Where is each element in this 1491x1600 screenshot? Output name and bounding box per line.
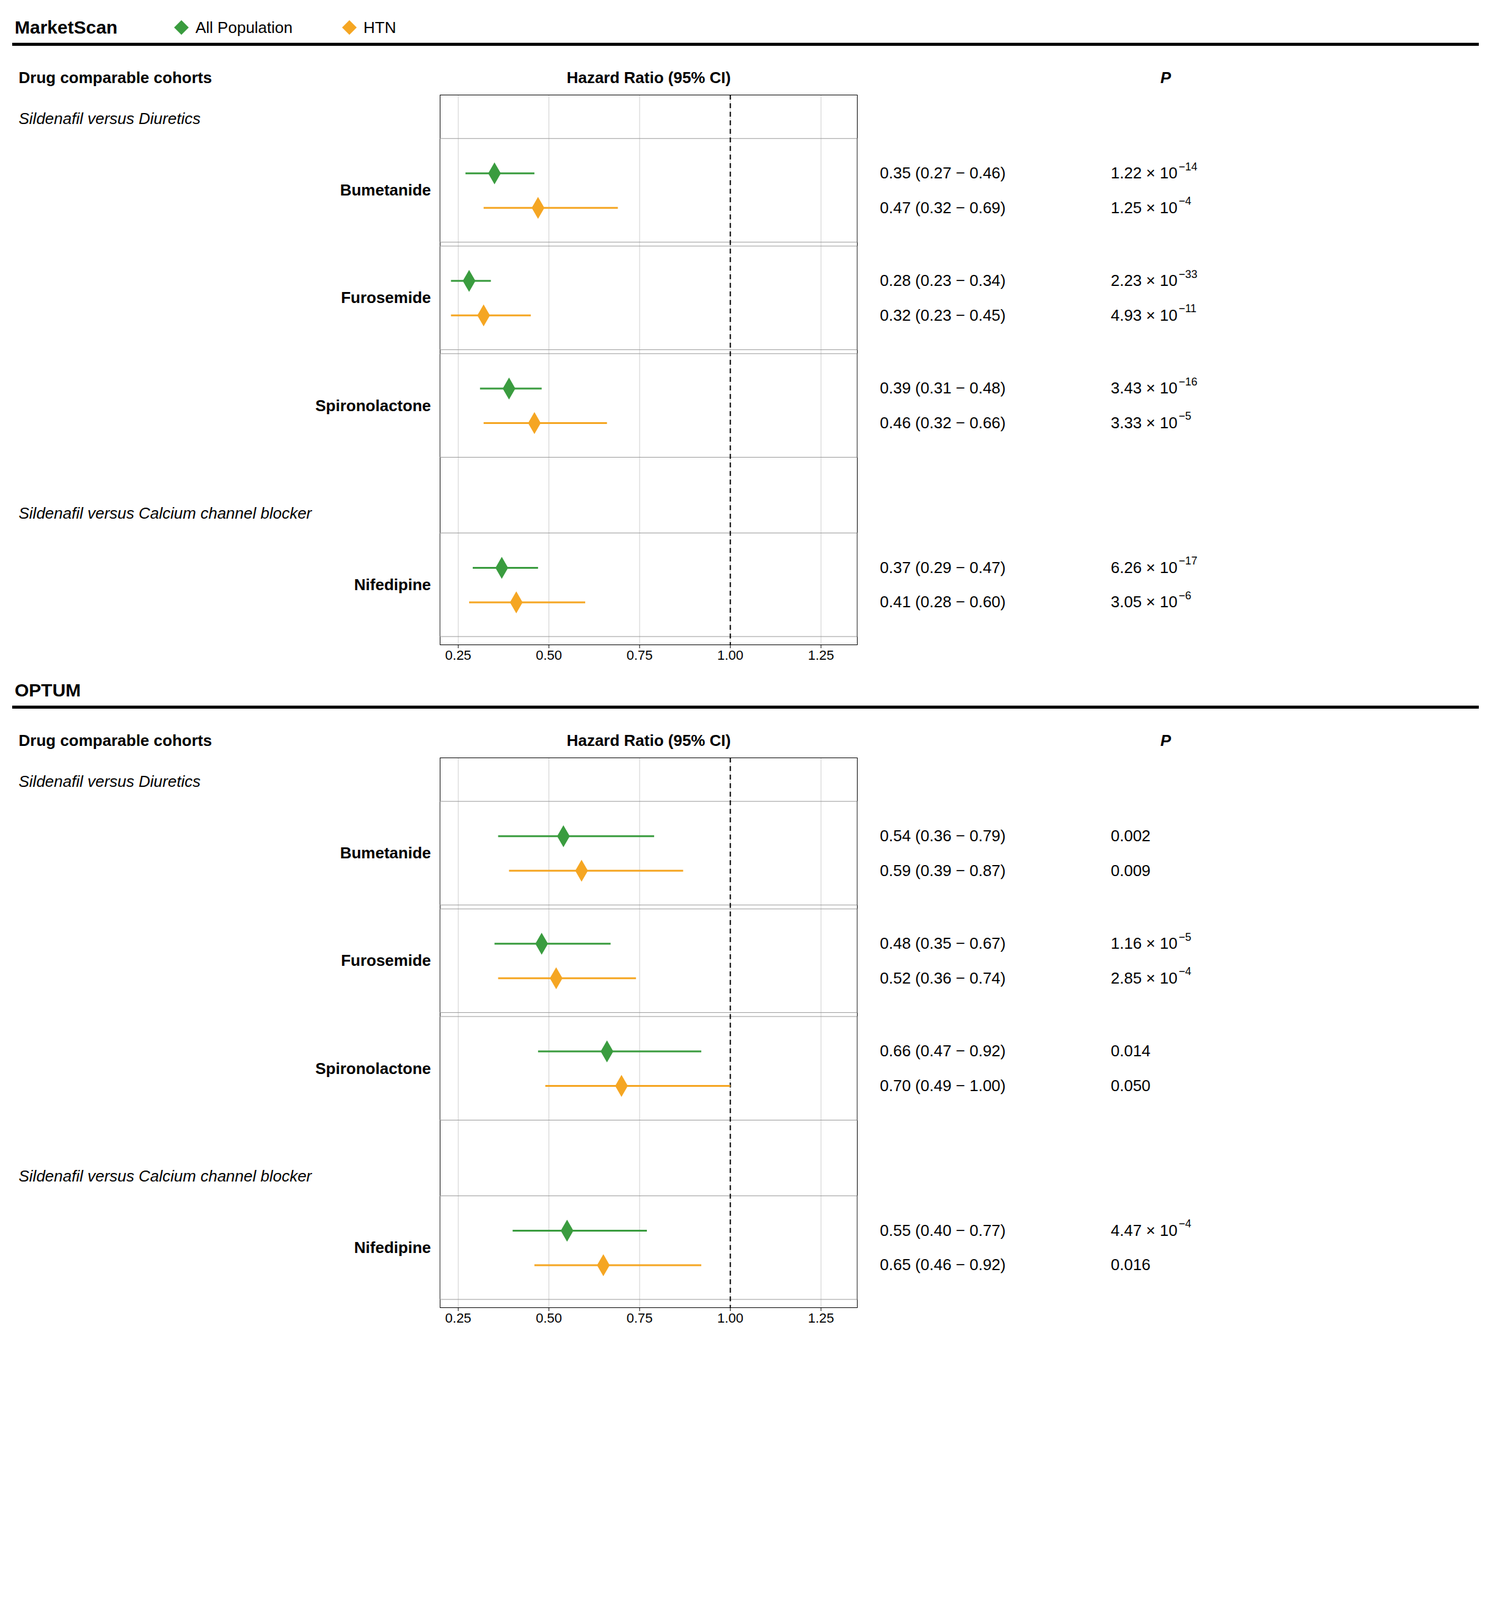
svg-text:0.002: 0.002	[1111, 826, 1151, 845]
svg-text:Hazard Ratio (95% CI): Hazard Ratio (95% CI)	[566, 68, 732, 87]
svg-text:1.16 × 10: 1.16 × 10	[1111, 933, 1178, 953]
svg-text:0.39 (0.31 − 0.48): 0.39 (0.31 − 0.48)	[880, 378, 1007, 398]
svg-text:0.46 (0.32 − 0.66): 0.46 (0.32 − 0.66)	[880, 413, 1007, 432]
svg-text:0.47 (0.32 − 0.69): 0.47 (0.32 − 0.69)	[880, 198, 1007, 217]
svg-text:0.50: 0.50	[535, 1310, 562, 1326]
svg-text:0.32 (0.23 − 0.45): 0.32 (0.23 − 0.45)	[880, 306, 1007, 325]
html-text:HTN: HTN	[363, 18, 397, 37]
svg-text:0.48 (0.35 − 0.67): 0.48 (0.35 − 0.67)	[880, 933, 1007, 953]
svg-text:1.25 × 10: 1.25 × 10	[1111, 198, 1178, 217]
svg-text:2.23 × 10: 2.23 × 10	[1111, 271, 1178, 290]
svg-text:Sildenafil versus Diuretics: Sildenafil versus Diuretics	[18, 772, 201, 791]
svg-text:0.52 (0.36 − 0.74): 0.52 (0.36 − 0.74)	[880, 968, 1007, 988]
svg-text:−5: −5	[1178, 930, 1192, 944]
svg-text:2.85 × 10: 2.85 × 10	[1111, 968, 1178, 988]
svg-text:−11: −11	[1178, 302, 1197, 315]
svg-text:Sildenafil versus Diuretics: Sildenafil versus Diuretics	[18, 109, 201, 128]
svg-text:Nifedipine: Nifedipine	[354, 1238, 432, 1257]
svg-text:0.41 (0.28 − 0.60): 0.41 (0.28 − 0.60)	[880, 592, 1007, 611]
svg-text:0.009: 0.009	[1111, 861, 1151, 880]
svg-text:4.93 × 10: 4.93 × 10	[1111, 306, 1178, 325]
svg-text:3.05 × 10: 3.05 × 10	[1111, 592, 1178, 611]
svg-text:1.22 × 10: 1.22 × 10	[1111, 163, 1178, 183]
svg-text:0.25: 0.25	[445, 1310, 472, 1326]
svg-text:Drug comparable cohorts: Drug comparable cohorts	[18, 68, 212, 87]
svg-text:0.25: 0.25	[445, 647, 472, 663]
svg-text:Hazard Ratio (95% CI): Hazard Ratio (95% CI)	[566, 731, 732, 750]
svg-text:Sildenafil versus Calcium chan: Sildenafil versus Calcium channel blocke…	[18, 1166, 313, 1185]
svg-text:1.00: 1.00	[717, 1310, 744, 1326]
svg-text:−6: −6	[1178, 589, 1192, 602]
svg-text:0.014: 0.014	[1111, 1041, 1151, 1060]
svg-text:Furosemide: Furosemide	[340, 288, 431, 307]
svg-text:Nifedipine: Nifedipine	[354, 575, 432, 594]
svg-text:0.70 (0.49 − 1.00): 0.70 (0.49 − 1.00)	[880, 1076, 1007, 1095]
svg-text:1.00: 1.00	[717, 647, 744, 663]
svg-text:Spironolactone: Spironolactone	[315, 396, 431, 415]
svg-text:0.65 (0.46 − 0.92): 0.65 (0.46 − 0.92)	[880, 1255, 1007, 1274]
svg-text:Sildenafil versus Calcium chan: Sildenafil versus Calcium channel blocke…	[18, 503, 313, 523]
svg-text:1.25: 1.25	[808, 647, 835, 663]
svg-text:0.54 (0.36 − 0.79): 0.54 (0.36 − 0.79)	[880, 826, 1007, 845]
html-text:MarketScan: MarketScan	[14, 17, 118, 38]
svg-text:1.25: 1.25	[808, 1310, 835, 1326]
svg-text:Bumetanide: Bumetanide	[340, 180, 432, 200]
svg-text:0.75: 0.75	[626, 1310, 653, 1326]
svg-text:0.50: 0.50	[535, 647, 562, 663]
svg-text:−4: −4	[1178, 965, 1192, 978]
svg-text:0.59 (0.39 − 0.87): 0.59 (0.39 − 0.87)	[880, 861, 1007, 880]
svg-text:Drug comparable cohorts: Drug comparable cohorts	[18, 731, 212, 750]
svg-text:−5: −5	[1178, 409, 1192, 423]
svg-text:−33: −33	[1178, 268, 1198, 281]
svg-text:0.35 (0.27 − 0.46): 0.35 (0.27 − 0.46)	[880, 163, 1007, 183]
svg-text:0.016: 0.016	[1111, 1255, 1151, 1274]
svg-text:0.75: 0.75	[626, 647, 653, 663]
svg-text:0.66 (0.47 − 0.92): 0.66 (0.47 − 0.92)	[880, 1041, 1007, 1060]
html-text:All Population: All Population	[195, 18, 293, 37]
svg-text:−16: −16	[1178, 375, 1198, 388]
svg-text:P: P	[1160, 68, 1172, 87]
svg-text:P: P	[1160, 731, 1172, 750]
svg-text:−4: −4	[1178, 1217, 1192, 1230]
svg-text:Bumetanide: Bumetanide	[340, 843, 432, 862]
svg-text:−4: −4	[1178, 194, 1192, 208]
svg-text:0.28 (0.23 − 0.34): 0.28 (0.23 − 0.34)	[880, 271, 1007, 290]
html-text:OPTUM: OPTUM	[14, 679, 81, 700]
svg-text:Spironolactone: Spironolactone	[315, 1059, 431, 1078]
svg-text:3.33 × 10: 3.33 × 10	[1111, 413, 1178, 432]
svg-text:0.37 (0.29 − 0.47): 0.37 (0.29 − 0.47)	[880, 558, 1007, 577]
svg-text:6.26 × 10: 6.26 × 10	[1111, 558, 1178, 577]
svg-text:Furosemide: Furosemide	[340, 951, 431, 970]
svg-text:4.47 × 10: 4.47 × 10	[1111, 1221, 1178, 1240]
svg-text:0.55 (0.40 − 0.77): 0.55 (0.40 − 0.77)	[880, 1221, 1007, 1240]
svg-text:−17: −17	[1178, 554, 1198, 567]
svg-text:0.050: 0.050	[1111, 1076, 1151, 1095]
svg-text:3.43 × 10: 3.43 × 10	[1111, 378, 1178, 398]
svg-text:−14: −14	[1178, 160, 1198, 173]
